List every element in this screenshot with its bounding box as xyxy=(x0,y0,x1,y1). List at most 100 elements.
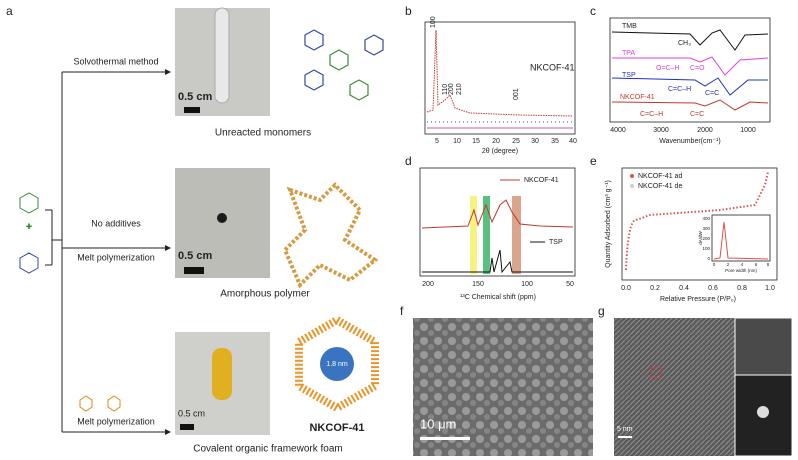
axes xyxy=(419,167,576,277)
method: Melt polymerization xyxy=(77,416,155,426)
legend-marker xyxy=(630,184,634,188)
tick-label: 200 xyxy=(702,236,710,241)
legend-marker xyxy=(630,174,634,178)
tick-label: 150 xyxy=(472,281,484,288)
axes xyxy=(424,21,576,135)
scale-text: 0.5 cm xyxy=(178,408,205,418)
axis-label: Relative Pressure (P/P₀) xyxy=(660,296,736,303)
method: Melt polymerization xyxy=(77,252,155,262)
method: No additives xyxy=(91,218,141,228)
annotation: CH₃ xyxy=(678,40,691,47)
monomers: + xyxy=(19,192,39,274)
axes xyxy=(609,17,771,123)
inset-ticks: 0 100 200 300 400 0 2 4 6 8 Pore width (… xyxy=(698,216,770,273)
caption: Amorphous polymer xyxy=(220,289,310,300)
annotation: C=O xyxy=(690,65,705,72)
scale-text: 10 μm xyxy=(420,416,456,431)
panel-label: c xyxy=(590,4,596,18)
panel-label: g xyxy=(598,304,605,318)
tick-label: 0.8 xyxy=(737,285,747,292)
scale-text: 0.5 cm xyxy=(178,250,212,262)
x-ticks: 4000 3000 2000 1000 Wavenumber(cm⁻¹) xyxy=(610,127,756,145)
nmr-spectrum xyxy=(422,249,573,274)
panel-label: f xyxy=(400,304,404,318)
foam xyxy=(212,348,232,400)
tick-label: 0.6 xyxy=(708,285,718,292)
peak-label: 210 xyxy=(456,83,463,95)
nmr-spectrum xyxy=(421,199,574,229)
panel-label: e xyxy=(590,154,597,168)
peak-label: 200 xyxy=(448,83,455,95)
scale-bar xyxy=(184,107,200,113)
tick-label: 300 xyxy=(702,226,710,231)
polymer-structure xyxy=(282,182,379,289)
scale-text: 0.5 cm xyxy=(178,91,212,103)
tick-label: 2 xyxy=(727,262,730,267)
axis-label: 2θ (degree) xyxy=(482,148,518,155)
sample xyxy=(217,213,227,223)
caption: Unreacted monomers xyxy=(215,128,311,139)
region-box xyxy=(650,367,662,379)
panel-label: b xyxy=(405,4,412,18)
trace-label: TMB xyxy=(622,23,637,30)
tick-label: 4 xyxy=(741,262,744,267)
tick-label: 400 xyxy=(702,216,710,221)
product: NKCOF-41 xyxy=(309,422,364,434)
method: Solvothermal method xyxy=(73,56,158,66)
highlight xyxy=(470,196,477,274)
tick-label: 0.2 xyxy=(650,285,660,292)
tick-label: 20 xyxy=(492,138,500,145)
zoom-inset xyxy=(734,317,793,376)
legend-entry: NKCOF-41 ad xyxy=(638,173,682,180)
reagent xyxy=(79,395,121,412)
tick-label: 4000 xyxy=(610,127,626,134)
tick-label: 0 xyxy=(707,256,710,261)
tick-label: 50 xyxy=(566,281,574,288)
peak-label: 100 xyxy=(430,16,437,28)
tick-label: 15 xyxy=(472,138,480,145)
trace-label: NKCOF-41 xyxy=(620,94,655,101)
tick-label: 25 xyxy=(512,138,520,145)
annotation: C=C xyxy=(705,90,719,97)
legend-entry: NKCOF-41 xyxy=(524,177,559,184)
tick-label: 30 xyxy=(531,138,539,145)
axis-label: ¹³C Chemical shift (ppm) xyxy=(460,294,536,301)
inset-axes xyxy=(711,214,771,262)
monomer-structures xyxy=(304,29,384,101)
tick-label: 35 xyxy=(551,138,559,145)
axis-label: Wavenumber(cm⁻¹) xyxy=(659,138,720,145)
tick-label: 8 xyxy=(767,262,770,267)
tick-label: 2000 xyxy=(697,127,713,134)
tick-label: 0 xyxy=(713,262,716,267)
tick-label: 0.4 xyxy=(679,285,689,292)
panel-label: a xyxy=(6,4,13,18)
annotation: C=C–H xyxy=(640,111,663,118)
pore xyxy=(320,347,354,381)
tick-label: 100 xyxy=(521,281,533,288)
axes xyxy=(621,167,778,281)
pxrd-pattern xyxy=(426,29,574,117)
x-ticks: 0.0 0.2 0.4 0.6 0.8 1.0 Relative Pressur… xyxy=(621,285,775,303)
fft-spot xyxy=(757,406,769,418)
peak-label: 001 xyxy=(513,88,520,100)
tick-label: 6 xyxy=(755,262,758,267)
sem-image xyxy=(413,318,593,456)
panel-label: d xyxy=(405,154,412,168)
tick-label: 3000 xyxy=(653,127,669,134)
plus: + xyxy=(26,221,31,231)
scale-bar xyxy=(420,437,470,440)
legend-entry: TSP xyxy=(549,239,563,246)
photo xyxy=(175,168,270,278)
tick-label: 10 xyxy=(453,138,461,145)
highlight xyxy=(483,196,490,274)
sample: NKCOF-41 xyxy=(530,62,575,72)
scale-bar xyxy=(184,267,204,274)
scale-bar xyxy=(618,436,632,438)
trace-label: TSP xyxy=(622,72,636,79)
tick-label: 1.0 xyxy=(765,285,775,292)
axis-label: Pore width (nm) xyxy=(725,268,757,273)
peak-label: 110 xyxy=(442,84,449,95)
axis-label: Quantity Adsorbed (cm³ g⁻¹) xyxy=(605,180,612,268)
x-ticks: 5 10 15 20 25 30 35 40 2θ (degree) xyxy=(435,138,577,155)
